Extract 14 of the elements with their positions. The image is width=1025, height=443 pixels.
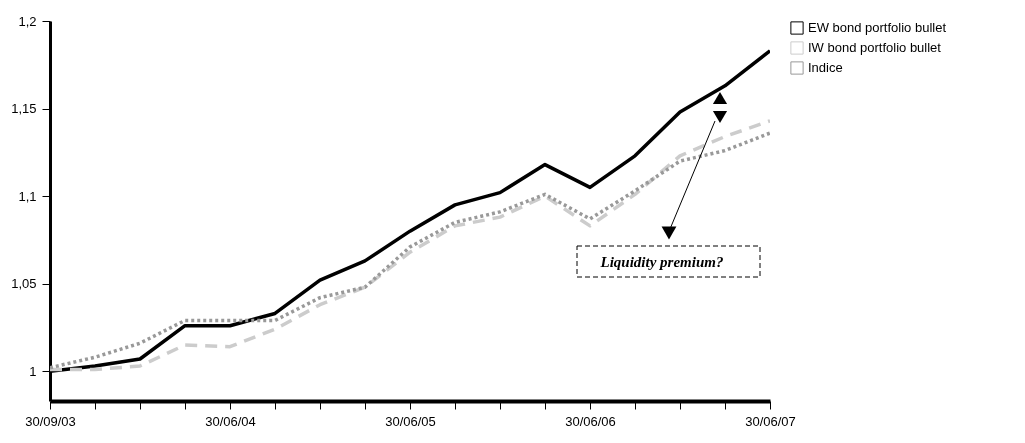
- x-tick-label: 30/06/07: [745, 413, 796, 429]
- y-tick-label: 1,05: [11, 276, 37, 292]
- y-tick-label: 1,15: [11, 101, 37, 117]
- x-tick-label: 30/06/06: [565, 413, 616, 429]
- y-tick-label: 1,1: [18, 188, 37, 204]
- legend-label: IW bond portfolio bullet: [808, 40, 942, 55]
- y-tick-label: 1,2: [18, 13, 37, 29]
- x-tick-label: 30/06/04: [205, 413, 256, 429]
- legend-label: Indice: [808, 60, 843, 75]
- legend-label: EW bond portfolio bullet: [808, 20, 947, 35]
- x-tick-label: 30/06/05: [385, 413, 436, 429]
- x-tick-label: 30/09/03: [25, 413, 76, 429]
- annotation: Liquidity premium?: [599, 254, 724, 270]
- y-tick-label: 1: [29, 363, 37, 379]
